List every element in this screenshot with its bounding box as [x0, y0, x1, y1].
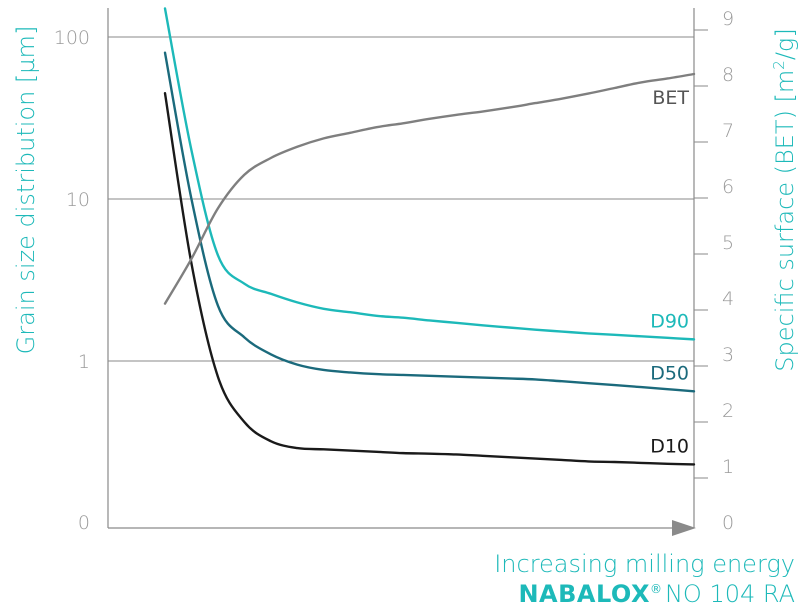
right-axis-ticks: 0 1 2 3 4 5 6 7 8 9	[694, 8, 734, 534]
series-label-d50: D50	[650, 362, 689, 384]
right-tick-label: 2	[722, 400, 734, 422]
left-tick-label: 1	[78, 351, 90, 373]
right-axis-title-sup: 2	[770, 60, 788, 70]
x-axis-arrow-icon	[672, 520, 696, 536]
left-tick-label: 0	[78, 512, 90, 534]
right-axis-title: Specific surface (BET) [m2/g]	[770, 28, 799, 371]
right-tick-label: 8	[722, 64, 734, 86]
right-tick-label: 1	[722, 456, 734, 478]
brand-name: NABALOX	[518, 580, 650, 608]
series-line-d50	[163, 51, 696, 393]
series-line-d10	[163, 91, 696, 466]
series-lines	[163, 7, 696, 466]
x-axis-title: Increasing milling energy	[494, 550, 795, 578]
gridlines	[108, 36, 694, 362]
registered-mark: ®	[649, 582, 662, 596]
right-tick-label: 6	[722, 176, 734, 198]
right-tick-label: 7	[722, 120, 734, 142]
right-tick-label: 4	[722, 288, 734, 310]
series-label-bet: BET	[652, 87, 689, 109]
series-labels: D90 D50 D10 BET	[650, 87, 689, 457]
right-tick-label: 0	[722, 512, 734, 534]
product-name: NABALOX® NO 104 RA	[518, 580, 795, 608]
series-line-d90	[163, 7, 696, 341]
right-axis-title-main: Specific surface (BET) [m	[771, 70, 799, 372]
left-axis-title: Grain size distribution [µm]	[12, 26, 40, 355]
series-label-d90: D90	[650, 310, 689, 332]
left-tick-label: 100	[54, 27, 90, 49]
left-tick-label: 10	[66, 189, 90, 211]
series-line-bet	[163, 72, 696, 305]
right-axis-title-end: /g]	[771, 28, 799, 60]
model-name: NO 104 RA	[664, 580, 795, 608]
right-tick-label: 3	[722, 344, 734, 366]
axes	[107, 8, 696, 536]
right-tick-label: 9	[722, 8, 734, 30]
right-tick-label: 5	[722, 232, 734, 254]
series-label-d10: D10	[650, 435, 689, 457]
